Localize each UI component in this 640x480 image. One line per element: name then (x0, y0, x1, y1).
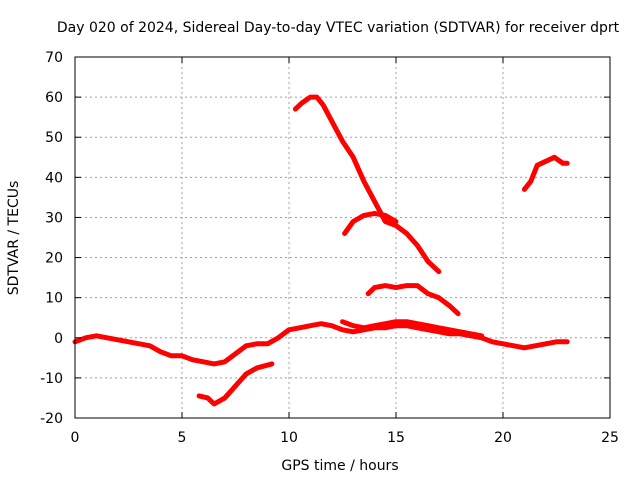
y-tick-label: 20 (45, 251, 63, 267)
y-tick-label: -20 (40, 411, 63, 427)
series-arc-mid-30 (342, 210, 399, 236)
plot-frame (74, 56, 611, 419)
series-arc-high (292, 94, 442, 275)
x-tick-label: 10 (280, 430, 298, 446)
grid-lines (75, 57, 610, 418)
x-tick-label: 5 (178, 430, 187, 446)
series-arc-upper-band (340, 319, 485, 339)
y-tick-label: 0 (54, 331, 63, 347)
y-tick-label: 10 (45, 291, 63, 307)
y-tick-label: 60 (45, 90, 63, 106)
series-arc-low (196, 361, 275, 407)
y-tick-label: 50 (45, 130, 63, 146)
chart-title: Day 020 of 2024, Sidereal Day-to-day VTE… (57, 20, 620, 36)
y-axis-label: SDTVAR / TECUs (6, 181, 22, 296)
y-tick-label: 40 (45, 170, 63, 186)
y-tick-label: 70 (45, 50, 63, 66)
series-arc-late (521, 154, 570, 192)
y-tick-label: 30 (45, 210, 63, 226)
x-tick-label: 0 (71, 430, 80, 446)
axis-ticks: 0 5 10 15 20 25 -20 -10 0 10 20 30 40 50 60 70 (40, 50, 619, 446)
y-tick-label: -10 (40, 371, 63, 387)
series-layer (72, 94, 570, 407)
x-axis-label: GPS time / hours (281, 458, 398, 474)
x-tick-label: 20 (494, 430, 512, 446)
x-tick-label: 25 (601, 430, 619, 446)
series-arc-mid-13 (365, 283, 461, 317)
series-arc-baseline (72, 321, 570, 367)
x-tick-label: 15 (387, 430, 405, 446)
